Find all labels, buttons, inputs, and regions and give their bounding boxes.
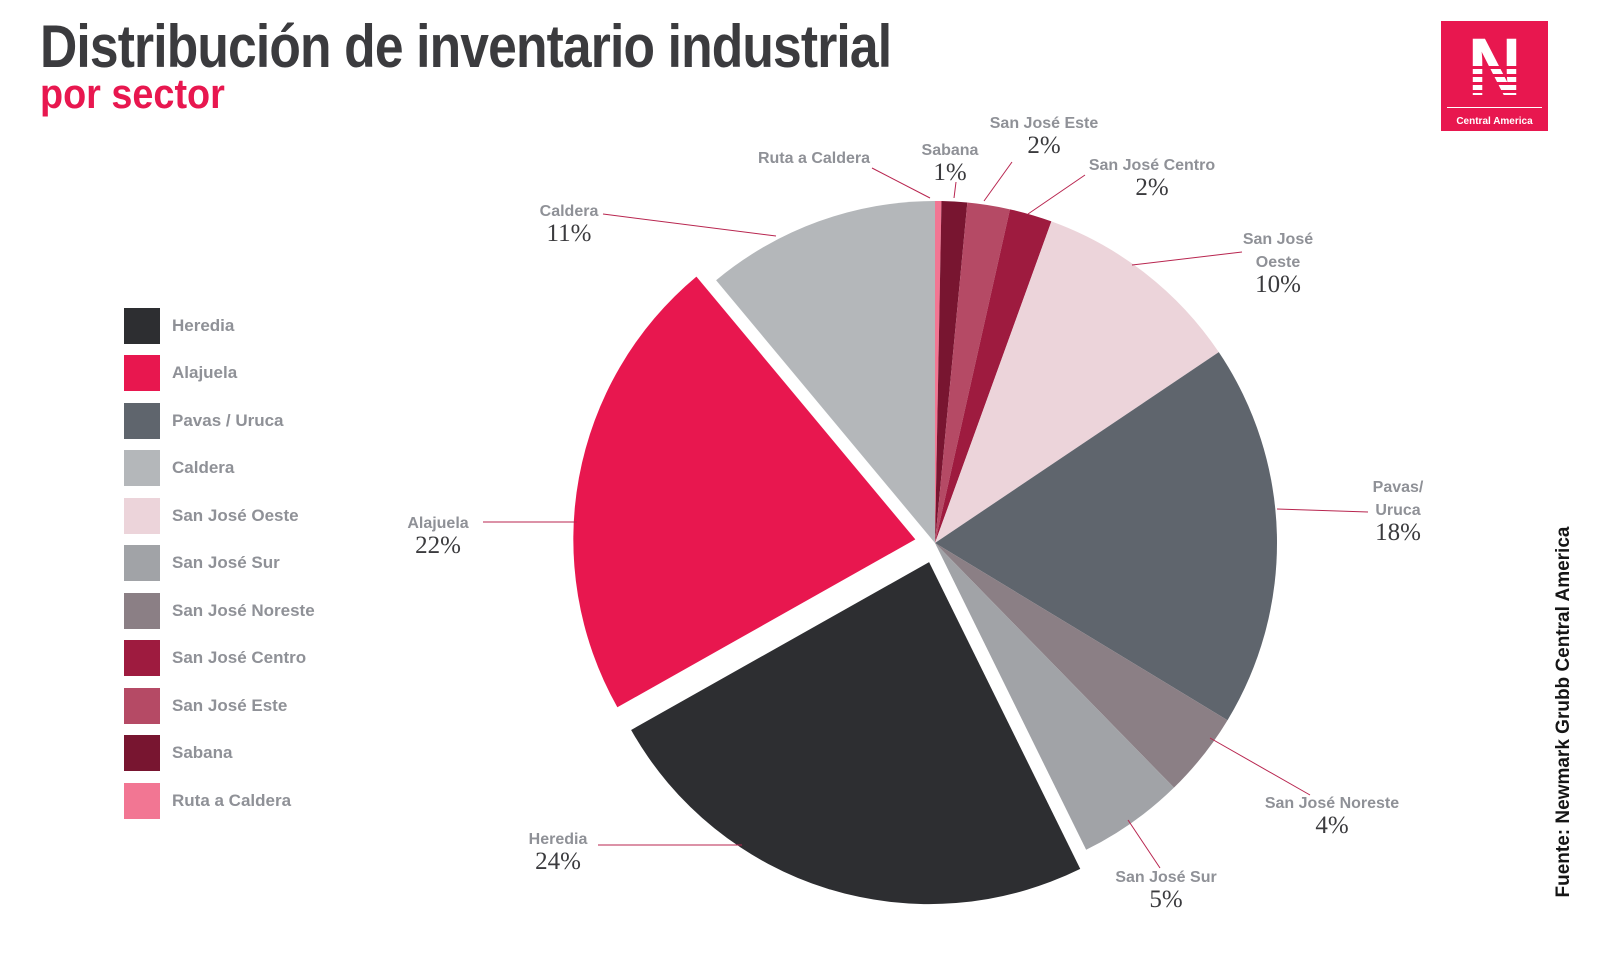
legend-label: Heredia — [172, 315, 235, 335]
slice-label-sabana: Sabana — [922, 142, 979, 159]
slice-value-san-jose-sur: 5% — [1149, 886, 1182, 913]
pie-slice-sabana — [935, 201, 968, 543]
pie-slice-san-jose-noreste — [935, 543, 1228, 788]
legend-swatch — [124, 402, 160, 439]
legend-item-san-jose-sur: San José Sur — [124, 540, 315, 588]
legend-item-san-jose-noreste: San José Noreste — [124, 587, 315, 635]
pie-slice-san-jose-sur — [935, 543, 1174, 850]
legend-swatch — [124, 545, 160, 582]
legend: Heredia Alajuela Pavas / Uruca Caldera S… — [124, 302, 315, 825]
legend-swatch — [124, 355, 160, 392]
legend-swatch — [124, 687, 160, 724]
slice-label-san-jose-sur: San José Sur — [1115, 869, 1216, 886]
legend-label: San José Oeste — [172, 505, 299, 525]
slice-value-san-jose-noreste: 4% — [1315, 812, 1348, 839]
leader-line-san-jose-sur — [1127, 819, 1161, 869]
leader-line-san-jose-oeste — [1131, 251, 1243, 266]
legend-swatch — [124, 450, 160, 487]
slice-label-pavas-uruca-1: Pavas/ — [1373, 479, 1424, 496]
legend-item-pavas-uruca: Pavas / Uruca — [124, 397, 315, 445]
slice-label-alajuela: Alajuela — [407, 515, 468, 532]
legend-swatch — [124, 735, 160, 772]
source-text: Fuente: Newmark Grubb Central America — [1553, 526, 1574, 898]
pie-slice-san-jose-centro — [935, 209, 1052, 543]
legend-label: Ruta a Caldera — [172, 790, 292, 810]
leader-line-san-jose-noreste — [1209, 737, 1311, 796]
slice-value-san-jose-este: 2% — [1027, 132, 1060, 159]
legend-label: San José Este — [172, 695, 288, 715]
legend-item-san-jose-oeste: San José Oeste — [124, 492, 315, 540]
slice-value-san-jose-oeste: 10% — [1255, 271, 1301, 298]
legend-item-caldera: Caldera — [124, 445, 315, 493]
pie-slice-alajuela — [573, 276, 916, 708]
legend-swatch — [124, 592, 160, 629]
slice-label-san-jose-centro: San José Centro — [1089, 157, 1215, 174]
leader-line-ruta-a-caldera — [871, 167, 931, 199]
slice-label-caldera: Caldera — [540, 203, 599, 220]
legend-label: Caldera — [172, 458, 235, 478]
chart-title: Distribución de inventario industrial — [40, 13, 892, 80]
pie-slice-pavas-uruca — [935, 352, 1278, 721]
legend-item-sabana: Sabana — [124, 730, 315, 778]
legend-label: Pavas / Uruca — [172, 410, 284, 430]
legend-label: San José Sur — [172, 553, 280, 573]
slice-label-san-jose-este: San José Este — [990, 115, 1099, 132]
slice-value-heredia: 24% — [535, 848, 581, 875]
legend-swatch — [124, 782, 160, 819]
chart-subtitle: por sector — [40, 70, 225, 117]
legend-label: Alajuela — [172, 363, 238, 383]
leader-line-pavas-uruca — [1276, 508, 1369, 513]
legend-label: Sabana — [172, 743, 233, 763]
legend-item-alajuela: Alajuela — [124, 350, 315, 398]
leader-line-san-jose-centro — [1027, 174, 1086, 215]
logo-caption: Central America — [1456, 116, 1533, 127]
pie-slice-san-jose-oeste — [935, 221, 1219, 544]
pie-slice-san-jose-este — [935, 202, 1010, 543]
legend-item-san-jose-centro: San José Centro — [124, 635, 315, 683]
legend-swatch — [124, 497, 160, 534]
slice-label-heredia: Heredia — [529, 831, 588, 848]
slice-label-san-jose-oeste-2: Oeste — [1256, 254, 1301, 271]
legend-item-san-jose-este: San José Este — [124, 682, 315, 730]
legend-item-ruta-a-caldera: Ruta a Caldera — [124, 777, 315, 825]
leader-line-caldera — [602, 213, 777, 237]
slice-label-san-jose-noreste: San José Noreste — [1265, 795, 1399, 812]
legend-swatch — [124, 307, 160, 344]
slice-value-pavas-uruca: 18% — [1375, 519, 1421, 546]
slice-label-ruta-a-caldera: Ruta a Caldera — [758, 150, 870, 167]
pie-slice-ruta-a-caldera — [935, 200, 942, 543]
logo-rule — [1447, 107, 1542, 108]
slice-value-alajuela: 22% — [415, 532, 461, 559]
newmark-logo: N Central America — [1441, 21, 1548, 131]
slice-value-san-jose-centro: 2% — [1135, 174, 1168, 201]
legend-label: San José Noreste — [172, 600, 315, 620]
pie-slice-caldera — [716, 201, 935, 543]
leader-line-san-jose-este — [983, 161, 1013, 202]
slice-label-pavas-uruca-2: Uruca — [1375, 502, 1420, 519]
legend-item-heredia: Heredia — [124, 302, 315, 350]
logo-stripes — [1461, 61, 1528, 97]
leader-line-sabana — [953, 181, 957, 199]
slice-value-sabana: 1% — [933, 159, 966, 186]
slice-value-caldera: 11% — [547, 220, 592, 247]
legend-swatch — [124, 640, 160, 677]
slice-label-san-jose-oeste-1: San José — [1243, 231, 1313, 248]
legend-label: San José Centro — [172, 648, 307, 668]
pie-slice-heredia — [631, 562, 1081, 905]
